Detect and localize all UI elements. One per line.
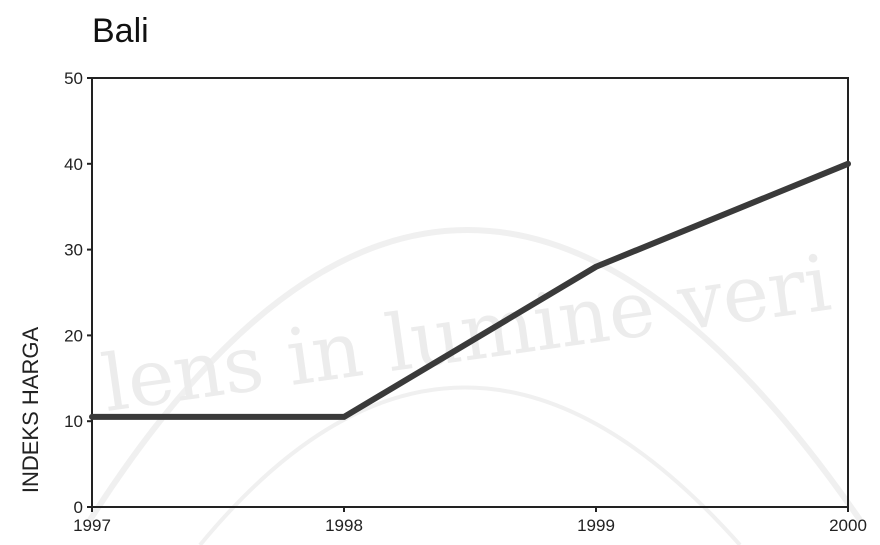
plot-frame <box>91 77 849 508</box>
y-tick-label: 50 <box>64 69 83 88</box>
y-tick-label: 0 <box>74 498 83 517</box>
y-axis-label: INDEKS HARGA <box>18 327 43 494</box>
watermark: lens in lumine veri <box>87 227 863 545</box>
x-tick-label: 2000 <box>829 516 867 535</box>
y-tick-label: 20 <box>64 326 83 345</box>
watermark-text: lens in lumine veri <box>97 239 836 430</box>
y-tick-label: 10 <box>64 412 83 431</box>
x-tick-label: 1998 <box>325 516 363 535</box>
x-tick-label: 1997 <box>73 516 111 535</box>
y-tick-label: 30 <box>64 241 83 260</box>
x-tick-label: 1999 <box>577 516 615 535</box>
series-line <box>89 160 851 420</box>
y-tick-label: 40 <box>64 155 83 174</box>
chart-title: Bali <box>92 12 149 50</box>
